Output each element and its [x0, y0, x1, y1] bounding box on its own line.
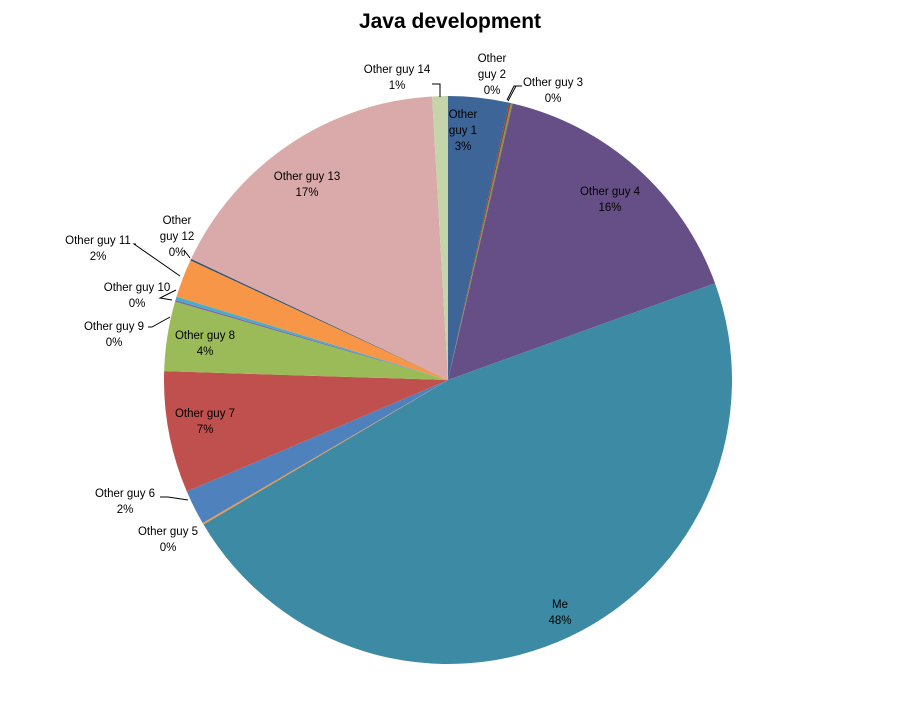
pie-slice-other-guy-12: [190, 258, 448, 380]
slice-label-other-guy-6: Other guy 6 2%: [95, 488, 155, 516]
slice-label-other-guy-10: Other guy 10 0%: [104, 282, 170, 310]
pie-slice-other-guy-13: [191, 96, 449, 380]
leader-line-other-guy-14: [432, 83, 441, 97]
pie-slice-other-guy-7: [164, 371, 448, 492]
slice-label-other-guy-5: Other guy 5 0%: [138, 526, 198, 554]
leader-line-other-guy-12: [183, 249, 191, 259]
pie-slice-other-guy-6: [186, 380, 449, 524]
pie-slice-other-guy-9: [175, 299, 448, 380]
slice-label-other-guy-7: Other guy 7 7%: [175, 408, 235, 436]
leader-line-other-guy-3: [507, 85, 522, 102]
slice-labels: Other guy 1 3%Other guy 2 0% Other guy 3 0% Oth…: [65, 53, 640, 627]
slice-label-other-guy-11: Other guy 11 2%: [65, 235, 131, 263]
slice-label-other-guy-4: Other guy 4 16%: [580, 186, 641, 214]
leader-line-other-guy-11: [132, 243, 181, 277]
pie-slice-other-guy-4: [448, 103, 716, 381]
pie-slice-other-guy-3: [448, 103, 513, 381]
slice-label-other-guy-9: Other guy 9 0%: [84, 321, 144, 349]
slice-label-other-guy-2: Other guy 2 0%: [478, 53, 507, 97]
slice-label-other-guy-8: Other guy 8 4%: [175, 330, 235, 358]
pie-slice-other-guy-14: [432, 96, 448, 380]
leader-line-other-guy-9: [148, 316, 171, 328]
pie-slice-other-guy-8: [164, 301, 448, 380]
pie-slice-other-guy-11: [176, 260, 448, 380]
slice-label-other-guy-3: Other guy 3 0%: [523, 77, 583, 105]
leader-lines: [132, 83, 522, 501]
pie-slices: [164, 96, 732, 664]
leader-line-other-guy-10: [158, 289, 177, 301]
pie-slice-me: [203, 283, 732, 664]
slice-label-other-guy-12: Other guy 12 0%: [160, 215, 195, 259]
pie-slice-other-guy-2: [448, 102, 511, 381]
pie-slice-other-guy-5: [202, 380, 448, 525]
leader-line-other-guy-6: [160, 496, 189, 501]
chart-title: Java development: [358, 10, 542, 33]
slice-label-other-guy-14: Other guy 14 1%: [364, 64, 431, 92]
slice-label-other-guy-13: Other guy 13 17%: [274, 171, 340, 199]
pie-slice-other-guy-1: [448, 96, 510, 380]
slice-label-me: Me 48%: [548, 599, 571, 627]
pie-slice-other-guy-10: [175, 296, 448, 380]
slice-label-other-guy-1: Other guy 1 3%: [449, 109, 478, 153]
